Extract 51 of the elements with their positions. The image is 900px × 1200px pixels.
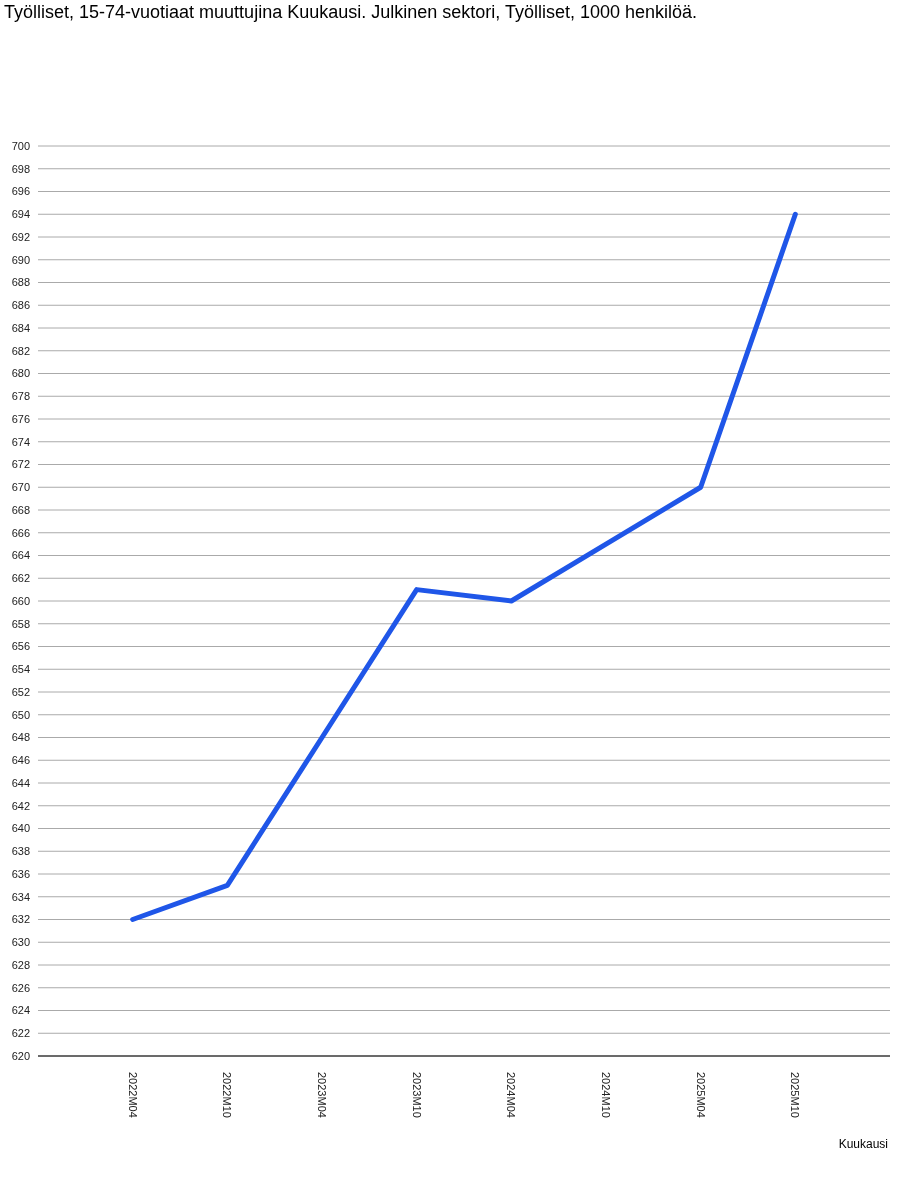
y-tick-label: 684 (11, 321, 30, 334)
y-tick-label: 668 (11, 503, 30, 516)
y-tick-label: 664 (11, 549, 30, 562)
y-tick-label: 654 (11, 663, 30, 676)
y-tick-label: 622 (11, 1027, 30, 1040)
y-tick-label: 628 (11, 958, 30, 971)
y-tick-label: 666 (11, 526, 30, 539)
x-tick-label: 2023M04 (316, 1072, 329, 1118)
y-tick-label: 650 (11, 708, 30, 721)
y-tick-label: 682 (11, 344, 30, 357)
x-axis-title: Kuukausi (838, 1137, 888, 1151)
y-tick-label: 644 (11, 776, 30, 789)
x-tick-label: 2022M10 (221, 1072, 234, 1118)
y-tick-label: 670 (11, 481, 30, 494)
y-tick-label: 678 (11, 390, 30, 403)
y-tick-label: 638 (11, 845, 30, 858)
x-tick-label: 2025M04 (694, 1072, 707, 1118)
y-tick-label: 696 (11, 185, 30, 198)
x-tick-label: 2023M10 (410, 1072, 423, 1118)
y-tick-label: 680 (11, 367, 30, 380)
y-tick-label: 694 (11, 208, 30, 221)
y-tick-label: 656 (11, 640, 30, 653)
y-tick-label: 700 (11, 139, 30, 152)
chart-title: Työlliset, 15-74-vuotiaat muuttujina Kuukausi. Julkinen sektori, Työlliset, 1000 henkilöä. (4, 2, 698, 23)
y-tick-label: 652 (11, 685, 30, 698)
y-tick-label: 620 (11, 1049, 30, 1062)
y-tick-label: 660 (11, 594, 30, 607)
y-tick-label: 676 (11, 412, 30, 425)
y-tick-label: 648 (11, 731, 30, 744)
y-tick-label: 630 (11, 936, 30, 949)
y-tick-label: 632 (11, 913, 30, 926)
x-tick-label: 2025M10 (789, 1072, 802, 1118)
y-tick-label: 634 (11, 890, 30, 903)
y-tick-label: 646 (11, 754, 30, 767)
y-tick-label: 690 (11, 253, 30, 266)
y-tick-label: 674 (11, 435, 30, 448)
y-tick-label: 624 (11, 1004, 30, 1017)
x-tick-label: 2024M04 (505, 1072, 518, 1118)
y-tick-label: 672 (11, 458, 30, 471)
y-tick-label: 686 (11, 299, 30, 312)
y-tick-label: 662 (11, 572, 30, 585)
y-tick-label: 698 (11, 162, 30, 175)
x-tick-label: 2022M04 (126, 1072, 139, 1118)
y-tick-label: 640 (11, 822, 30, 835)
y-tick-label: 636 (11, 867, 30, 880)
y-tick-label: 626 (11, 981, 30, 994)
y-tick-label: 692 (11, 230, 30, 243)
y-tick-label: 688 (11, 276, 30, 289)
x-tick-label: 2024M10 (600, 1072, 613, 1118)
y-tick-label: 658 (11, 617, 30, 630)
y-tick-label: 642 (11, 799, 30, 812)
